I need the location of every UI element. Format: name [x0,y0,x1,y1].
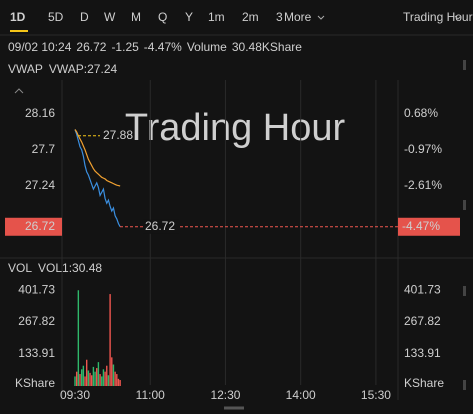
volume-bar [114,371,116,386]
volume-bar [75,371,78,386]
y2-tick-label: 0.68% [404,106,438,120]
dropdown-icon [317,15,325,20]
tab[interactable]: 1D [10,10,26,24]
session-selector[interactable]: Trading Hours [403,10,473,24]
tab[interactable]: 5D [48,10,64,24]
last-pct-label: -4.47% [402,219,440,233]
label-bg [143,219,179,234]
y-tick-label: 27.24 [25,178,55,192]
scroll-indicator [463,286,466,296]
volume-bar [94,371,96,386]
volume-bar [96,368,98,386]
y2-tick-label: 267.82 [404,314,441,328]
y2-tick-label: -0.97% [404,142,442,156]
y-tick-label: 133.91 [18,346,55,360]
last-price-label: 26.72 [25,219,55,233]
last-pct-box [398,217,460,236]
y-tick-label: 27.7 [32,142,56,156]
y2-tick-label: -2.61% [404,178,442,192]
info-change: -1.25 [111,40,139,54]
volume-bar [91,375,93,386]
y-tick-label: 401.73 [18,282,55,296]
volume-bar [119,380,121,386]
volume-bar [107,375,110,386]
y-tick-label: 28.16 [25,106,55,120]
scroll-indicator [463,60,466,70]
volume-bar [111,357,113,386]
indicator-name: VOL [8,261,32,275]
volume-bar [79,374,81,386]
collapse-icon[interactable] [14,88,24,94]
active-underline [10,30,28,32]
volume-bar [102,369,105,386]
y2-tick-label: 133.91 [404,346,441,360]
tab[interactable]: W [104,10,116,24]
tab[interactable]: More [284,10,312,24]
volume-bar [92,366,95,386]
high-label: 27.88 [103,128,133,142]
volume-bar [86,359,88,386]
unit-label: KShare [404,376,444,390]
y-tick-label: 267.82 [18,314,55,328]
last-price-inline: 26.72 [145,219,175,233]
volume-bar [109,294,111,386]
series-line [74,129,121,228]
indicator-value: VWAP:27.24 [49,62,118,76]
x-tick-label: 14:00 [286,388,316,402]
indicator-name: VWAP [8,62,43,76]
volume-bar [77,290,80,386]
x-tick-label: 11:00 [136,388,165,402]
x-tick-label: 09:30 [60,388,90,402]
tab[interactable]: Q [158,10,167,24]
volume-bar [82,365,85,386]
y2-tick-label: 401.73 [404,282,441,296]
tab[interactable]: 3 [276,10,283,24]
unit-label: KShare [15,376,55,390]
volume-bar [97,362,100,386]
volume-bar [104,371,106,386]
volume-bar [117,378,120,386]
info-pct: -4.47% [144,40,182,54]
scroll-indicator [463,380,466,390]
watermark: Trading Hour [125,107,346,149]
volume-bar [84,376,86,386]
volume-bar [116,374,118,386]
tab[interactable]: Y [185,10,193,24]
info-volume-label: Volume [187,40,227,54]
volume-bar [106,365,108,386]
volume-bar [74,376,76,386]
tab[interactable]: 2m [242,10,259,24]
tab[interactable]: D [80,10,89,24]
volume-bar [80,369,83,386]
tab[interactable]: M [131,10,141,24]
info-volume: 30.48KShare [232,40,302,54]
indicator-value: VOL1:30.48 [38,261,102,275]
info-price: 26.72 [76,40,106,54]
info-time: 09/02 10:24 [8,40,72,54]
tab[interactable]: 1m [208,10,225,24]
volume-bar [99,374,101,386]
x-tick-label: 12:30 [210,388,240,402]
volume-bar [112,364,115,386]
volume-bar [101,376,103,386]
series-line [74,129,121,187]
dropdown-icon [454,15,462,20]
volume-bar [87,370,90,386]
x-tick-label: 15:30 [361,388,391,402]
scroll-indicator [463,200,466,210]
volume-bar [89,372,91,386]
last-price-box [5,217,62,236]
